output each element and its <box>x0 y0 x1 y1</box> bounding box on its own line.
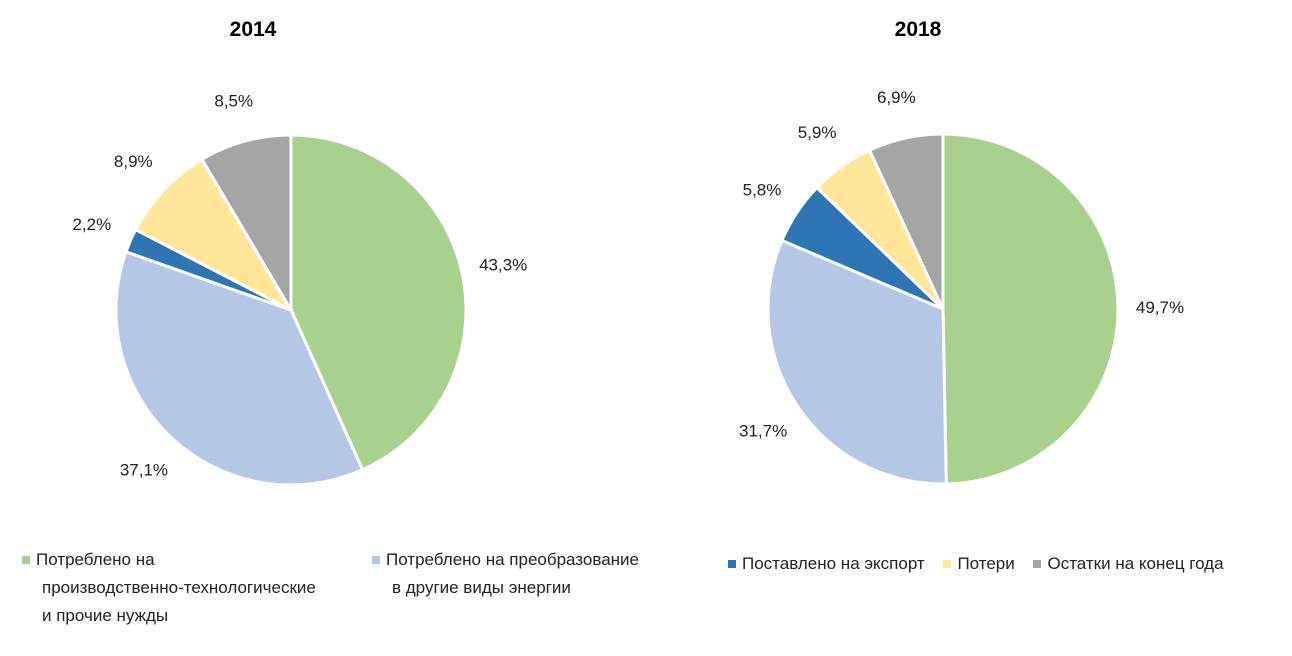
legend-text: в другие виды энергии <box>392 578 571 597</box>
pie-slice <box>199 133 293 316</box>
legend-text: производственно-технологические <box>42 578 316 597</box>
chart-title: 2014 <box>230 18 277 41</box>
data-label: 8,5% <box>214 92 253 111</box>
legend-right: Поставлено на экспорт Потери Остатки на … <box>728 550 1238 578</box>
data-label: 8,9% <box>114 152 153 171</box>
data-label: 5,8% <box>743 180 782 199</box>
legend-swatch-yellow <box>943 560 952 568</box>
legend-text: и прочие нужды <box>42 606 169 625</box>
legend-text: Остатки на конец года <box>1047 554 1224 573</box>
chart-title: 2018 <box>895 18 942 41</box>
pie-slice <box>133 157 295 314</box>
data-label: 31,7% <box>739 421 787 440</box>
legend-text: Поставлено на экспорт <box>742 554 925 573</box>
legend-swatch-lightblue <box>372 556 380 564</box>
pie-slice <box>867 132 945 310</box>
legend-item-losses: Потери <box>943 550 1015 578</box>
legend-item-production: Потреблено на производственно-технологич… <box>22 546 316 630</box>
data-label: 6,9% <box>877 88 916 107</box>
legend-text: Потери <box>957 554 1015 573</box>
legend-swatch-gray <box>1033 560 1042 568</box>
data-label: 5,9% <box>798 123 837 142</box>
data-label: 43,3% <box>479 256 527 275</box>
pie-slice <box>289 133 468 472</box>
legend-swatch-blue <box>728 560 736 568</box>
pie-slice <box>766 238 948 486</box>
pie-slice <box>114 249 365 487</box>
legend-text: Потреблено на преобразование <box>386 550 639 569</box>
data-label: 2,2% <box>72 215 111 234</box>
pie-slice <box>941 132 1120 486</box>
data-label: 49,7% <box>1136 298 1184 317</box>
legend-item-conversion: Потреблено на преобразование в другие ви… <box>372 546 639 602</box>
data-label: 37,1% <box>120 461 168 480</box>
legend-item-remainder: Остатки на конец года <box>1033 550 1224 578</box>
legend-swatch-green <box>22 556 30 564</box>
legend-text: Потреблено на <box>36 550 155 569</box>
legend-item-export: Поставлено на экспорт <box>728 550 925 578</box>
